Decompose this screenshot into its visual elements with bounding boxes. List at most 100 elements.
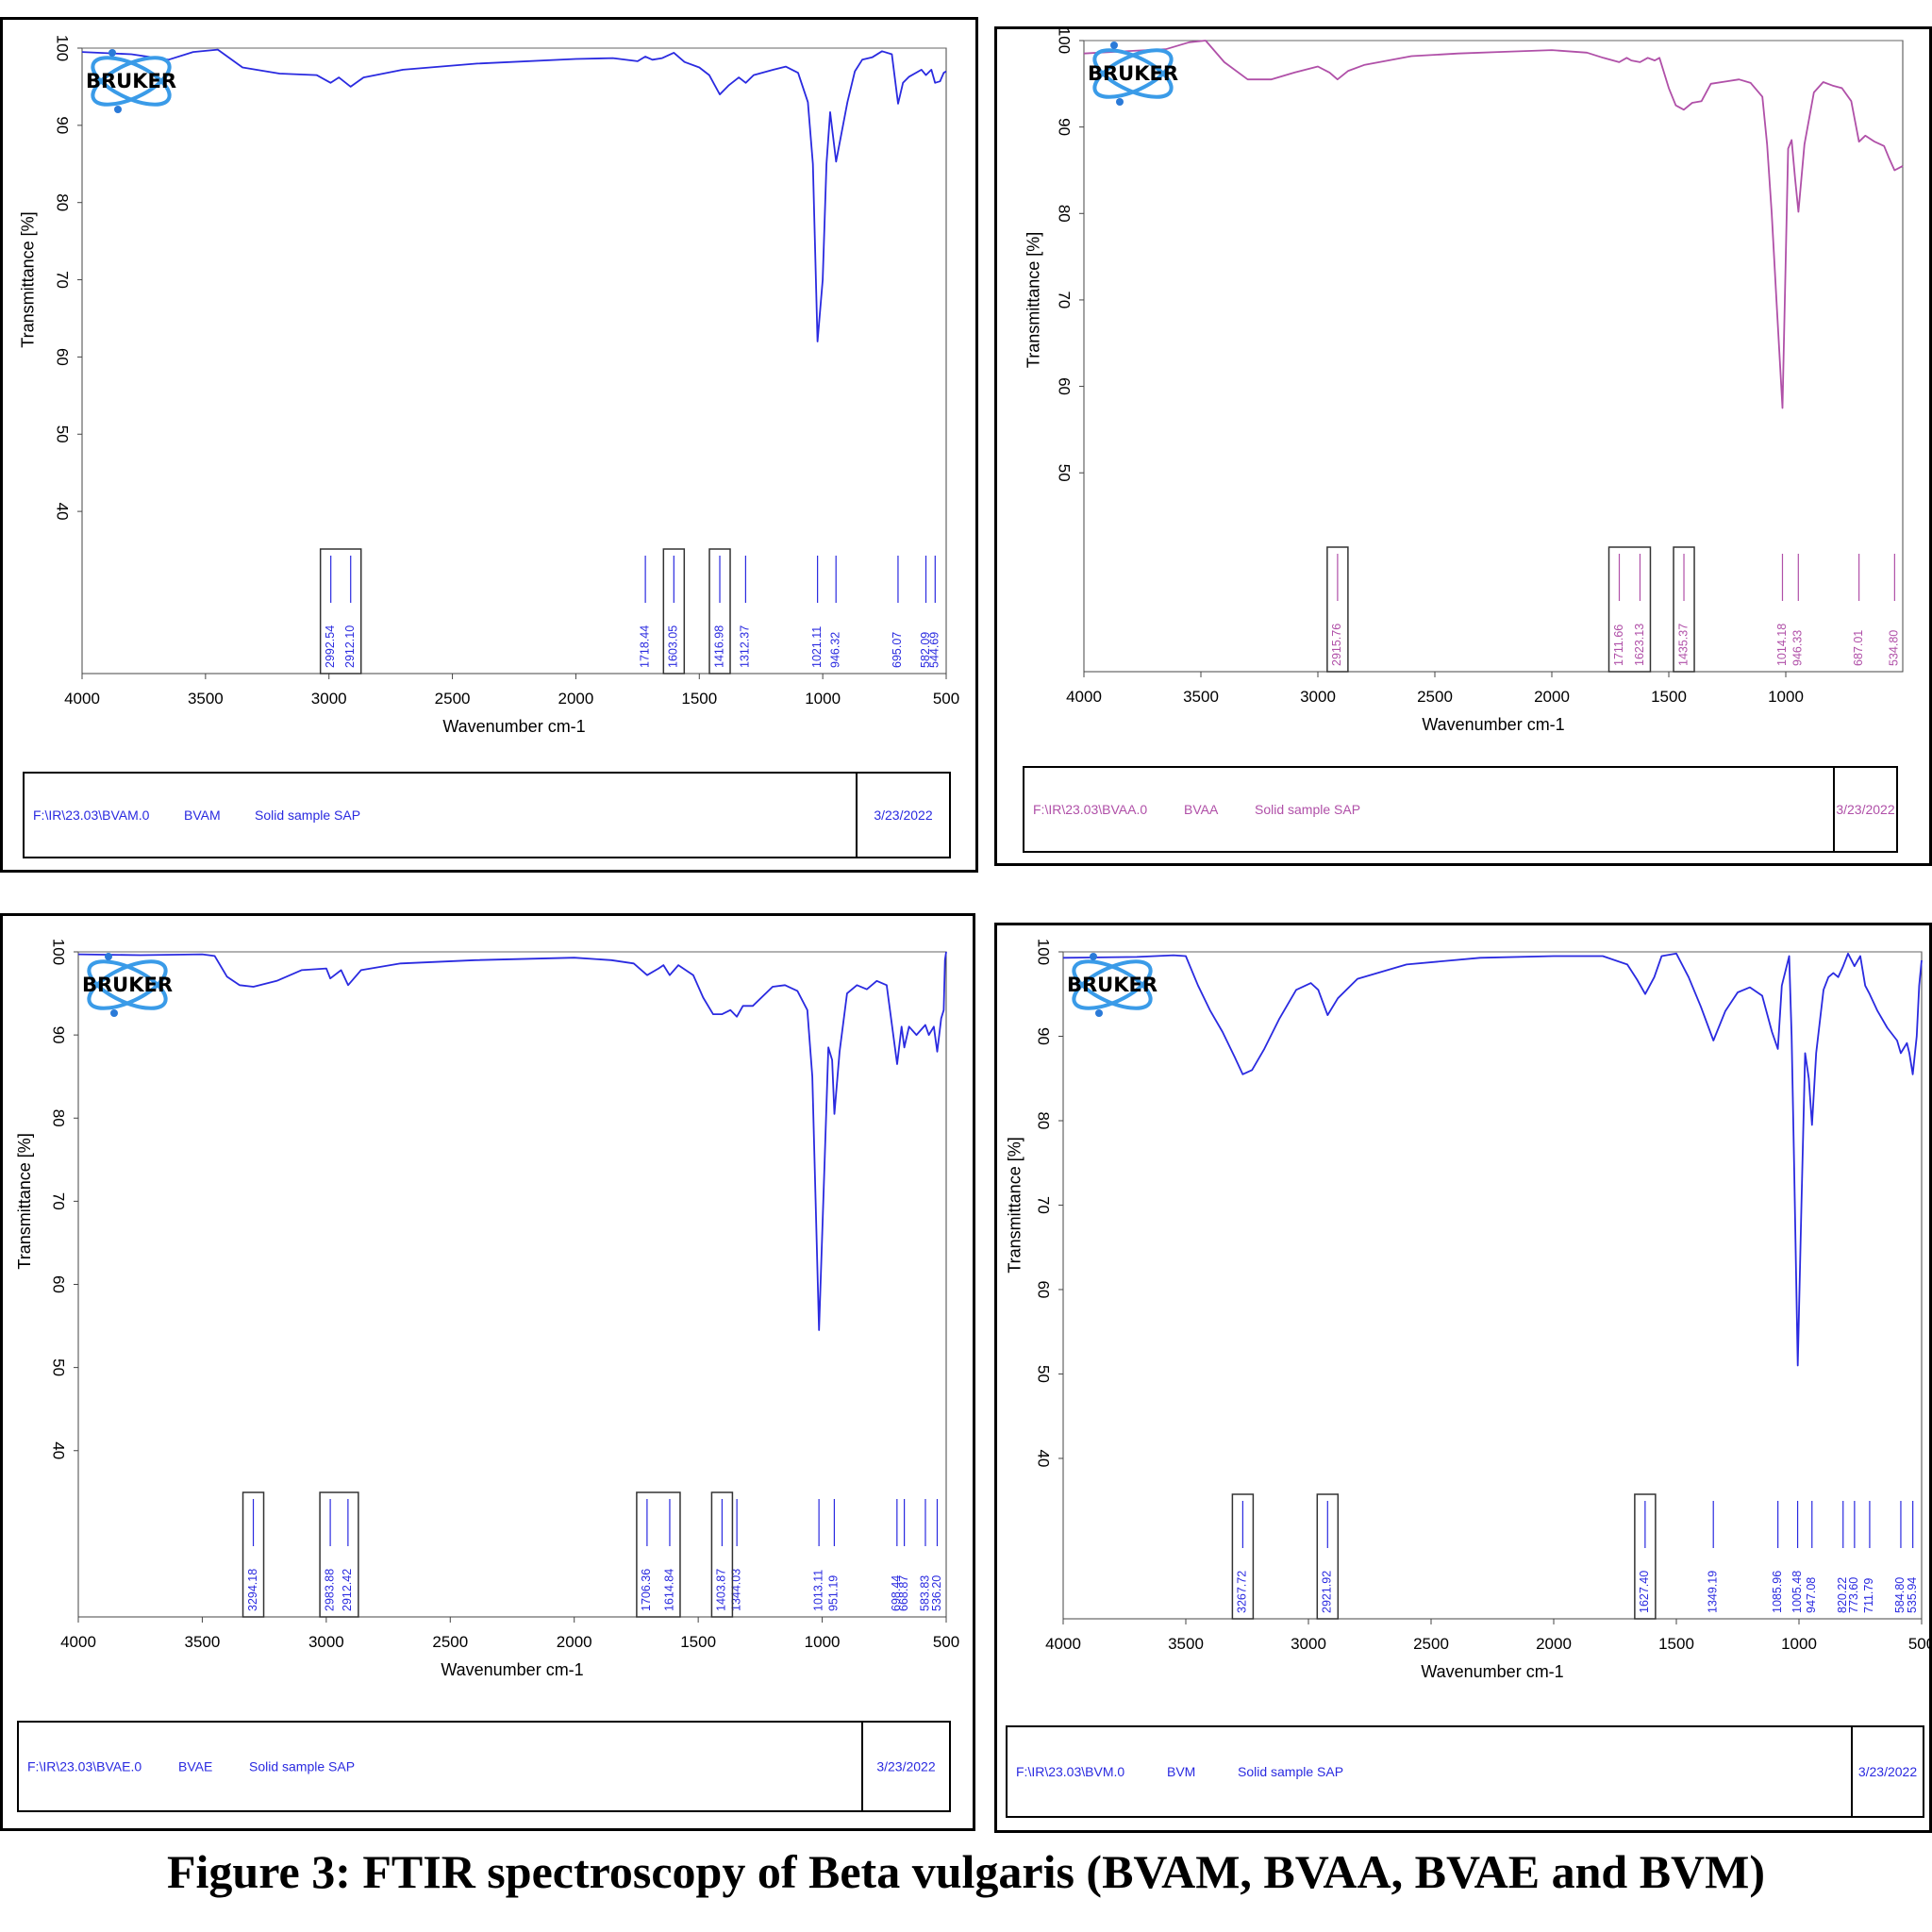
logo-dot — [108, 49, 116, 57]
footer-box — [1023, 766, 1898, 853]
x-tick-label: 2500 — [1417, 688, 1453, 706]
peak-label: 668.87 — [897, 1575, 910, 1611]
bruker-logo: BRUKER — [1067, 953, 1158, 1017]
logo-orbit — [91, 56, 172, 107]
logo-orbit — [1072, 959, 1153, 1010]
spectrum-chart-bvam: 4000 3500 3000 2500 2000 1500 1000 500 Wavenumbe… — [19, 35, 959, 858]
footer-box — [23, 772, 951, 858]
y-tick-label: 80 — [1035, 1112, 1053, 1130]
peak-group-box — [319, 548, 362, 675]
peak-label: 1014.18 — [1775, 624, 1789, 666]
y-tick-label: 70 — [50, 1192, 68, 1210]
y-tick-label: 50 — [1035, 1365, 1053, 1383]
x-tick-label: 3500 — [1168, 1635, 1204, 1653]
peak-label: 698.44 — [890, 1575, 903, 1611]
footer-description: Solid sample SAP — [255, 808, 360, 823]
footer-path: F:\IR\23.03\BVM.0 — [1016, 1764, 1124, 1779]
peak-label: 1349.19 — [1707, 1571, 1720, 1613]
x-tick-label: 3000 — [1291, 1635, 1326, 1653]
logo-dot — [1095, 1009, 1103, 1017]
x-tick-label: 3500 — [185, 1633, 221, 1651]
peak-group-box — [242, 1491, 265, 1618]
peak-label: 951.19 — [827, 1575, 841, 1611]
logo-dot — [1090, 953, 1097, 960]
x-tick-label: 2500 — [435, 690, 471, 708]
footer-path: F:\IR\23.03\BVAA.0 — [1033, 802, 1147, 817]
plot-frame — [1062, 951, 1923, 1620]
spectrum-line-bvam — [81, 48, 947, 342]
x-tick-label: 4000 — [1045, 1635, 1081, 1653]
peak-label: 2912.42 — [341, 1569, 354, 1611]
peak-label: 1085.96 — [1771, 1571, 1784, 1613]
logo-text: BRUKER — [1067, 974, 1158, 996]
footer-description: Solid sample SAP — [249, 1759, 355, 1774]
peak-label: 582.09 — [919, 632, 932, 668]
peak-group-box — [1634, 1493, 1657, 1620]
peak-label: 3294.18 — [246, 1569, 259, 1611]
y-tick-label: 100 — [1056, 29, 1074, 54]
y-tick-label: 70 — [1035, 1196, 1053, 1214]
y-tick-label: 70 — [54, 271, 72, 289]
footer-sample: BVAA — [1184, 802, 1219, 817]
spectrum-panel-bvam: 4000 3500 3000 2500 2000 1500 1000 500 Wavenumbe… — [0, 17, 978, 873]
peak-label: 536.20 — [930, 1575, 943, 1611]
y-tick-label: 60 — [1056, 377, 1074, 395]
x-tick-label: 1500 — [1658, 1635, 1694, 1653]
spectrum-panel-bvaa: 4000 3500 3000 2500 2000 1500 1000 Wavenumber c… — [994, 26, 1932, 866]
y-tick-label: 60 — [54, 348, 72, 366]
peak-label: 947.08 — [1805, 1577, 1818, 1613]
x-tick-label: 2500 — [432, 1633, 468, 1651]
peak-group-box — [1231, 1493, 1255, 1620]
x-tick-label: 3000 — [308, 1633, 344, 1651]
y-tick-label: 80 — [54, 193, 72, 211]
peak-label: 583.83 — [918, 1575, 931, 1611]
peak-label: 2992.54 — [324, 625, 337, 668]
peak-label: 1435.37 — [1676, 624, 1690, 666]
x-axis-title: Wavenumber cm-1 — [442, 717, 585, 736]
peak-label: 946.33 — [1791, 630, 1805, 666]
x-tick-label: 500 — [933, 690, 959, 708]
peak-label: 1718.44 — [638, 625, 651, 668]
peak-group-box — [1673, 546, 1695, 673]
logo-orbit — [87, 959, 168, 1010]
logo-orbit — [1092, 48, 1174, 99]
bruker-logo: BRUKER — [1088, 42, 1178, 106]
y-tick-label: 90 — [1056, 118, 1074, 136]
x-tick-label: 2000 — [558, 690, 594, 708]
y-tick-label: 80 — [1056, 205, 1074, 223]
logo-orbit — [1092, 48, 1174, 99]
peak-group-box — [636, 1491, 681, 1618]
y-tick-label: 40 — [50, 1441, 68, 1459]
peak-label: 1344.03 — [729, 1569, 742, 1611]
x-tick-label: 1000 — [805, 1633, 841, 1651]
peak-group-box — [319, 1491, 359, 1618]
footer-sample: BVM — [1167, 1764, 1195, 1779]
x-tick-label: 1500 — [680, 1633, 716, 1651]
x-tick-label: 4000 — [1066, 688, 1102, 706]
footer-sample: BVAE — [178, 1759, 212, 1774]
peak-group-box — [1316, 1493, 1340, 1620]
peak-label: 1614.84 — [662, 1569, 675, 1611]
y-tick-label: 70 — [1056, 291, 1074, 308]
footer-sample: BVAM — [184, 808, 221, 823]
logo-dot — [110, 1009, 118, 1017]
x-tick-label: 2000 — [557, 1633, 592, 1651]
x-tick-label: 1000 — [1768, 688, 1804, 706]
peak-label: 2983.88 — [323, 1569, 336, 1611]
peak-group-box — [1326, 546, 1349, 673]
x-tick-label: 500 — [1908, 1635, 1929, 1653]
spectrum-line-bvm — [1062, 952, 1923, 1367]
y-tick-label: 40 — [54, 503, 72, 521]
x-tick-label: 1500 — [1651, 688, 1687, 706]
y-tick-label: 100 — [54, 35, 72, 61]
spectrum-line-bvae — [77, 951, 947, 1331]
footer-path: F:\IR\23.03\BVAM.0 — [33, 808, 150, 823]
peak-label: 1603.05 — [667, 625, 680, 668]
peak-label: 687.01 — [1852, 630, 1865, 666]
peak-label: 773.60 — [1847, 1577, 1860, 1613]
y-tick-label: 40 — [1035, 1450, 1053, 1468]
footer-date: 3/23/2022 — [876, 1759, 935, 1774]
spectrum-panel-bvae: 4000 3500 3000 2500 2000 1500 1000 500 Wavenumbe… — [0, 913, 975, 1831]
y-tick-label: 60 — [50, 1275, 68, 1293]
footer-date: 3/23/2022 — [874, 808, 932, 823]
